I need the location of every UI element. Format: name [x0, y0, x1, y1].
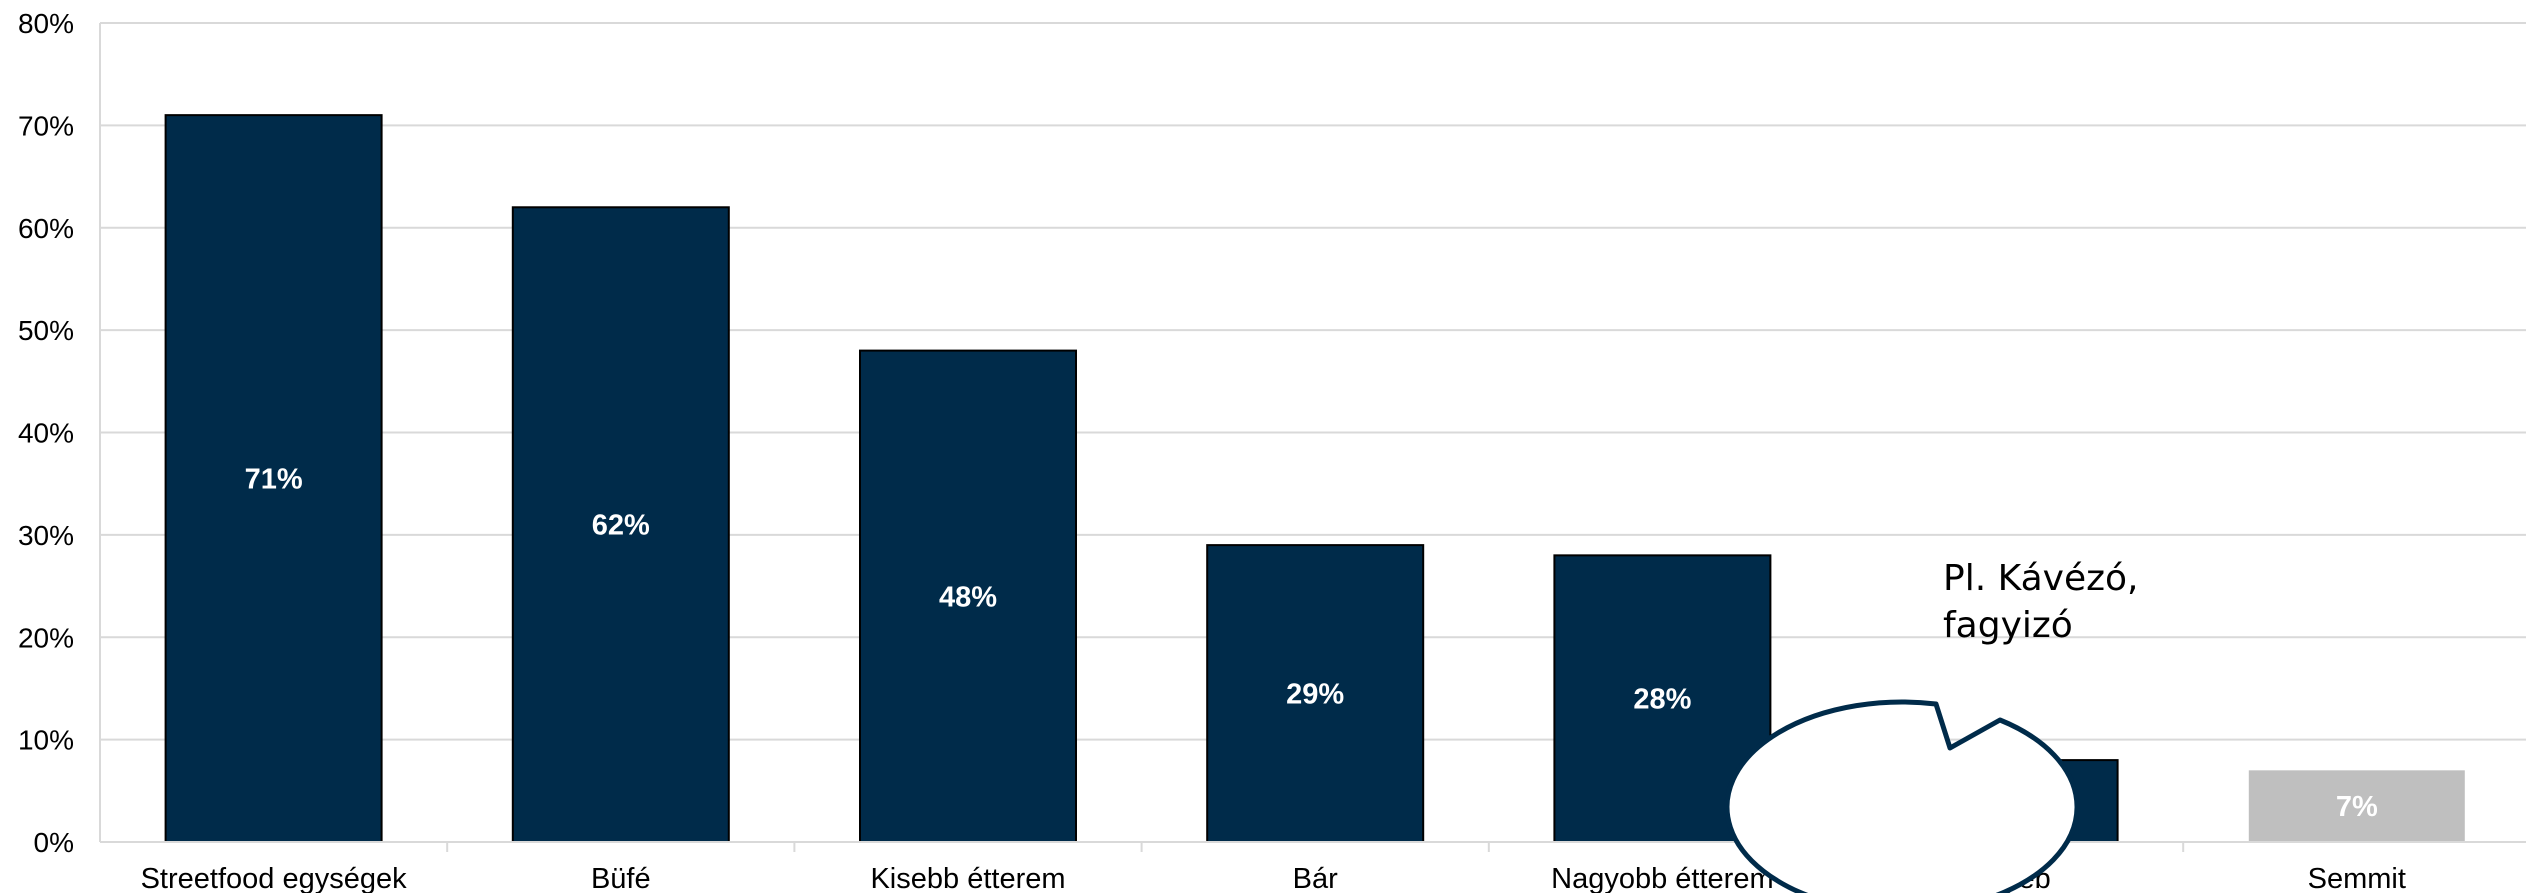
y-tick-label: 10%: [18, 725, 74, 756]
callout-line-2: fagyizó: [1943, 605, 2073, 646]
bar: [859, 349, 1077, 843]
gridlines: [100, 22, 2526, 741]
callout-bubble: Pl. Kávézó, fagyizó: [1724, 558, 2138, 893]
y-tick-label: 30%: [18, 520, 74, 551]
bar: [1206, 544, 1425, 843]
bar: [2248, 770, 2465, 842]
x-tick-label: Bár: [1293, 863, 1338, 893]
y-tick-label: 70%: [18, 110, 74, 141]
data-label: 29%: [1286, 679, 1344, 711]
data-label: 62%: [592, 510, 650, 542]
y-tick-label: 20%: [18, 622, 74, 653]
y-tick-label: 40%: [18, 418, 74, 449]
x-axis: Streetfood egységek Büfé Kisebb étterem Bár…: [100, 841, 2526, 893]
y-tick-label: 80%: [18, 8, 74, 39]
callout-line-1: Pl. Kávézó,: [1943, 558, 2138, 599]
bars: 71%62%48%29%28%8%7%: [164, 114, 2465, 843]
bar: [164, 114, 383, 843]
x-tick-label: Kisebb étterem: [870, 863, 1065, 893]
y-tick-label: 60%: [18, 213, 74, 244]
x-tick-label: Büfé: [591, 863, 651, 893]
y-tick-label: 0%: [34, 827, 74, 858]
callout-shape: [1724, 699, 2080, 893]
bar: [511, 206, 730, 843]
data-label: 71%: [245, 464, 303, 496]
y-axis: 0% 10% 20% 30% 40% 50% 60% 70% 80%: [18, 8, 101, 858]
x-tick-label: Nagyobb étterem: [1551, 863, 1773, 893]
x-tick-label: Streetfood egységek: [141, 863, 408, 893]
data-label: 48%: [939, 581, 997, 613]
data-label: 28%: [1633, 684, 1691, 716]
y-tick-label: 50%: [18, 315, 74, 346]
x-tick-label: Semmit: [2308, 863, 2406, 893]
data-label: 7%: [2336, 791, 2378, 823]
